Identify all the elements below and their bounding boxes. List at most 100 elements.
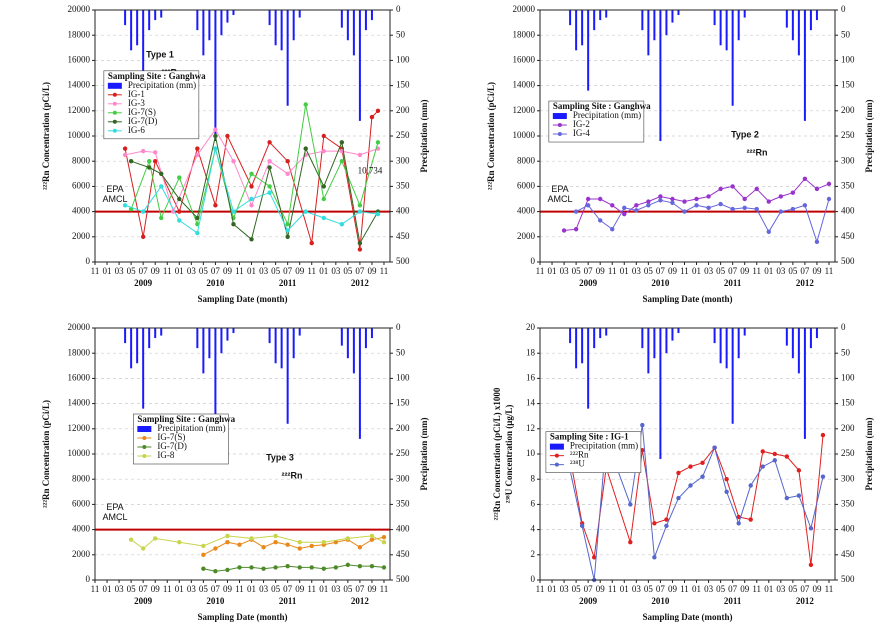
y2-tick-label: 150	[396, 398, 410, 408]
data-point	[122, 152, 128, 158]
data-point	[688, 464, 693, 469]
threshold-label: EPA	[106, 502, 123, 512]
x-tick-label: 03	[776, 584, 786, 594]
precip-bar	[160, 10, 163, 18]
y-tick-label: 20000	[68, 4, 91, 14]
y-tick-label: 6000	[72, 498, 91, 508]
legend-label: ²²²Rn	[570, 450, 589, 460]
x-tick-label: 11	[608, 584, 617, 594]
y2-tick-label: 400	[396, 206, 410, 216]
precip-bar	[743, 328, 746, 336]
data-point	[357, 209, 363, 214]
x-tick-label: 07	[800, 266, 810, 276]
year-label: 2009	[134, 596, 153, 606]
data-point	[778, 209, 784, 214]
legend-marker	[554, 453, 559, 458]
x-tick-label: 09	[668, 584, 678, 594]
y2-tick-label: 100	[841, 54, 855, 64]
x-axis-label: Sampling Date (month)	[197, 294, 287, 304]
y2-tick-label: 300	[396, 473, 410, 483]
precip-bar	[785, 328, 788, 346]
data-point	[754, 186, 759, 192]
precip-bar	[809, 10, 812, 31]
x-tick-label: 05	[788, 584, 798, 594]
x-tick-label: 05	[127, 266, 137, 276]
precip-bar	[346, 328, 349, 359]
y-tick-label: 2000	[72, 231, 91, 241]
legend-swatch	[107, 82, 122, 89]
precip-bar	[214, 10, 217, 142]
precip-bar	[292, 328, 295, 359]
precip-bar	[737, 328, 740, 359]
data-point	[267, 184, 272, 189]
y-tick-label: 20000	[513, 4, 536, 14]
data-point	[201, 552, 206, 557]
y2-tick-label: 150	[396, 80, 410, 90]
y2-tick-label: 150	[841, 80, 855, 90]
y2-tick-label: 500	[396, 256, 410, 266]
precip-bar	[677, 328, 680, 334]
precip-bar	[202, 328, 205, 374]
y-tick-label: 4000	[517, 206, 536, 216]
data-point	[339, 159, 345, 164]
data-point	[652, 555, 657, 560]
data-point	[273, 540, 278, 545]
data-point	[285, 222, 290, 227]
data-point	[195, 152, 200, 158]
x-tick-label: 09	[295, 584, 305, 594]
precip-bar	[154, 10, 157, 21]
data-point	[561, 228, 567, 233]
x-tick-label: 05	[199, 266, 209, 276]
data-point	[640, 422, 645, 428]
legend-marker	[112, 119, 117, 124]
y-tick-label: 20000	[68, 322, 91, 332]
y-tick-label: 12	[526, 423, 535, 433]
precip-bar	[208, 10, 211, 41]
type-label: Type 3	[266, 452, 294, 462]
precip-bar	[160, 328, 163, 336]
x-tick-label: 09	[223, 584, 233, 594]
y-tick-label: 0	[86, 256, 91, 266]
x-tick-label: 05	[343, 266, 353, 276]
data-point	[249, 171, 254, 176]
data-point	[573, 227, 579, 232]
year-label: 2012	[796, 278, 815, 288]
data-point	[225, 567, 230, 573]
data-point	[321, 196, 326, 202]
legend-marker	[554, 462, 559, 467]
data-point	[826, 181, 832, 187]
x-tick-label: 03	[560, 584, 570, 594]
data-point	[772, 451, 777, 457]
plot-frame	[539, 9, 836, 263]
x-tick-label: 11	[825, 584, 834, 594]
y2-tick-label: 200	[841, 423, 855, 433]
data-point	[309, 543, 314, 549]
data-point	[267, 140, 272, 145]
precip-bar	[286, 10, 289, 106]
precip-bar	[587, 10, 590, 91]
value-annotation: 10,734	[358, 165, 383, 175]
x-tick-label: 11	[680, 584, 689, 594]
precip-bar	[791, 328, 794, 359]
y-tick-label: 0	[86, 574, 91, 584]
x-tick-label: 05	[716, 584, 726, 594]
data-point	[658, 198, 663, 203]
data-point	[249, 184, 254, 189]
legend-label: Precipitation (mm)	[128, 80, 196, 90]
y-tick-label: 14	[526, 398, 536, 408]
y-axis-label: ²²²Rn Concentration (pCi/L) x1000	[492, 387, 502, 520]
data-point	[128, 537, 134, 542]
threshold-label: EPA	[106, 184, 123, 194]
x-tick-label: 09	[367, 584, 377, 594]
data-point	[357, 545, 363, 550]
data-point	[706, 194, 711, 199]
data-point	[195, 215, 200, 221]
x-tick-label: 07	[355, 584, 365, 594]
data-point	[153, 159, 158, 164]
x-tick-label: 07	[656, 266, 666, 276]
x-tick-label: 09	[151, 584, 161, 594]
precip-bar	[677, 10, 680, 16]
y2-tick-label: 400	[841, 524, 855, 534]
y2-tick-label: 100	[396, 54, 410, 64]
data-point	[670, 200, 675, 205]
